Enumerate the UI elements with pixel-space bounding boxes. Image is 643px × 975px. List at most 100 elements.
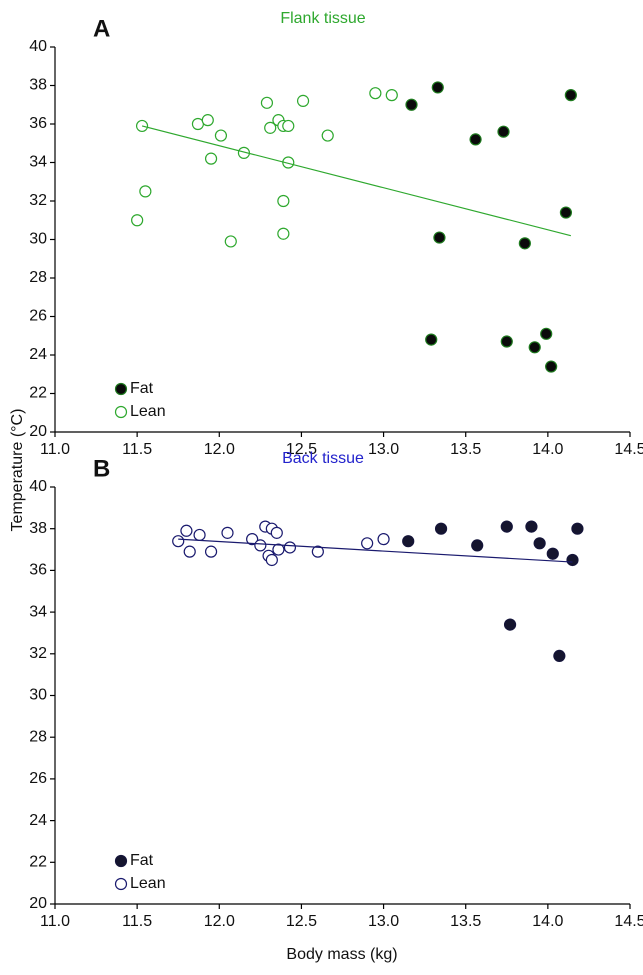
point <box>270 526 283 539</box>
legend-marker <box>114 405 128 419</box>
x-tick-label: 13.0 <box>368 913 399 930</box>
point <box>500 520 513 533</box>
y-tick-label: 22 <box>29 854 47 871</box>
legend-label: Fat <box>130 852 154 869</box>
y-axis-label: Temperature (°C) <box>9 409 26 532</box>
point <box>503 618 517 631</box>
x-tick-label: 11.0 <box>40 913 70 930</box>
trend-line <box>178 538 573 563</box>
point <box>260 96 274 109</box>
point <box>264 121 277 134</box>
point <box>172 535 185 548</box>
point <box>183 545 196 558</box>
point <box>139 185 152 198</box>
point <box>193 528 206 542</box>
point <box>254 539 267 552</box>
point <box>221 526 234 539</box>
point <box>377 533 390 546</box>
point <box>277 194 290 208</box>
legend-marker <box>114 877 128 891</box>
panel-label: A <box>93 15 110 42</box>
x-tick-label: 12.5 <box>286 913 317 930</box>
point <box>564 89 577 102</box>
point <box>272 543 285 556</box>
x-tick-label: 14.5 <box>614 441 643 458</box>
panel-label: B <box>93 455 110 482</box>
y-tick-label: 34 <box>29 154 47 171</box>
y-tick-label: 40 <box>29 478 47 495</box>
y-tick-label: 20 <box>29 895 47 912</box>
y-tick-label: 24 <box>29 346 47 363</box>
point <box>546 547 559 560</box>
point <box>265 553 278 567</box>
x-tick-label: 14.0 <box>532 441 563 458</box>
x-tick-label: 13.5 <box>450 913 481 930</box>
point <box>533 537 546 550</box>
x-tick-label: 11.5 <box>122 913 152 930</box>
y-tick-label: 28 <box>29 728 47 745</box>
point <box>553 649 566 662</box>
point <box>405 98 418 111</box>
point <box>277 227 290 240</box>
point <box>224 235 237 248</box>
point <box>246 533 259 546</box>
point <box>296 94 310 108</box>
legend-label: Lean <box>130 403 166 420</box>
y-tick-label: 36 <box>29 562 47 579</box>
point <box>528 341 541 354</box>
chart-title: Flank tissue <box>280 10 365 27</box>
y-tick-label: 26 <box>29 308 47 325</box>
y-tick-label: 20 <box>29 423 47 440</box>
point <box>431 81 444 94</box>
x-tick-label: 14.0 <box>532 913 563 930</box>
point <box>518 237 531 250</box>
y-tick-label: 30 <box>29 231 47 248</box>
x-tick-label: 11.5 <box>122 441 152 458</box>
point <box>545 360 558 373</box>
legend-label: Fat <box>130 380 154 397</box>
point <box>469 133 482 146</box>
x-axis-label: Body mass (kg) <box>286 946 397 963</box>
x-tick-label: 12.5 <box>286 441 317 458</box>
legend-label: Lean <box>130 875 166 892</box>
y-tick-label: 38 <box>29 77 47 94</box>
point <box>497 125 510 138</box>
point <box>180 524 193 537</box>
point <box>385 89 398 102</box>
point <box>361 537 374 550</box>
x-tick-label: 13.5 <box>450 441 481 458</box>
point <box>282 119 295 133</box>
point <box>500 335 513 348</box>
legend-marker <box>114 382 128 396</box>
y-tick-label: 38 <box>29 520 47 537</box>
point <box>283 541 297 554</box>
point <box>434 522 448 535</box>
x-tick-label: 12.0 <box>204 913 235 930</box>
y-tick-label: 30 <box>29 687 47 704</box>
y-tick-label: 40 <box>29 38 47 55</box>
point <box>559 206 573 219</box>
point <box>201 114 214 127</box>
point <box>571 522 584 535</box>
point <box>471 539 484 552</box>
trend-line <box>141 125 572 237</box>
point <box>204 545 218 558</box>
point <box>525 520 538 533</box>
point <box>433 231 446 244</box>
point <box>204 152 218 165</box>
x-tick-label: 13.0 <box>368 441 399 458</box>
y-tick-label: 36 <box>29 115 47 132</box>
x-tick-label: 11.0 <box>40 441 70 458</box>
y-tick-label: 26 <box>29 770 47 787</box>
point <box>566 553 579 567</box>
y-tick-label: 24 <box>29 812 47 829</box>
chart-title: Back tissue <box>282 450 364 467</box>
point <box>214 129 228 142</box>
point <box>321 129 334 142</box>
point <box>369 87 382 100</box>
point <box>540 327 553 340</box>
legend-marker <box>114 854 128 868</box>
y-tick-label: 32 <box>29 192 47 209</box>
x-tick-label: 14.5 <box>614 913 643 930</box>
